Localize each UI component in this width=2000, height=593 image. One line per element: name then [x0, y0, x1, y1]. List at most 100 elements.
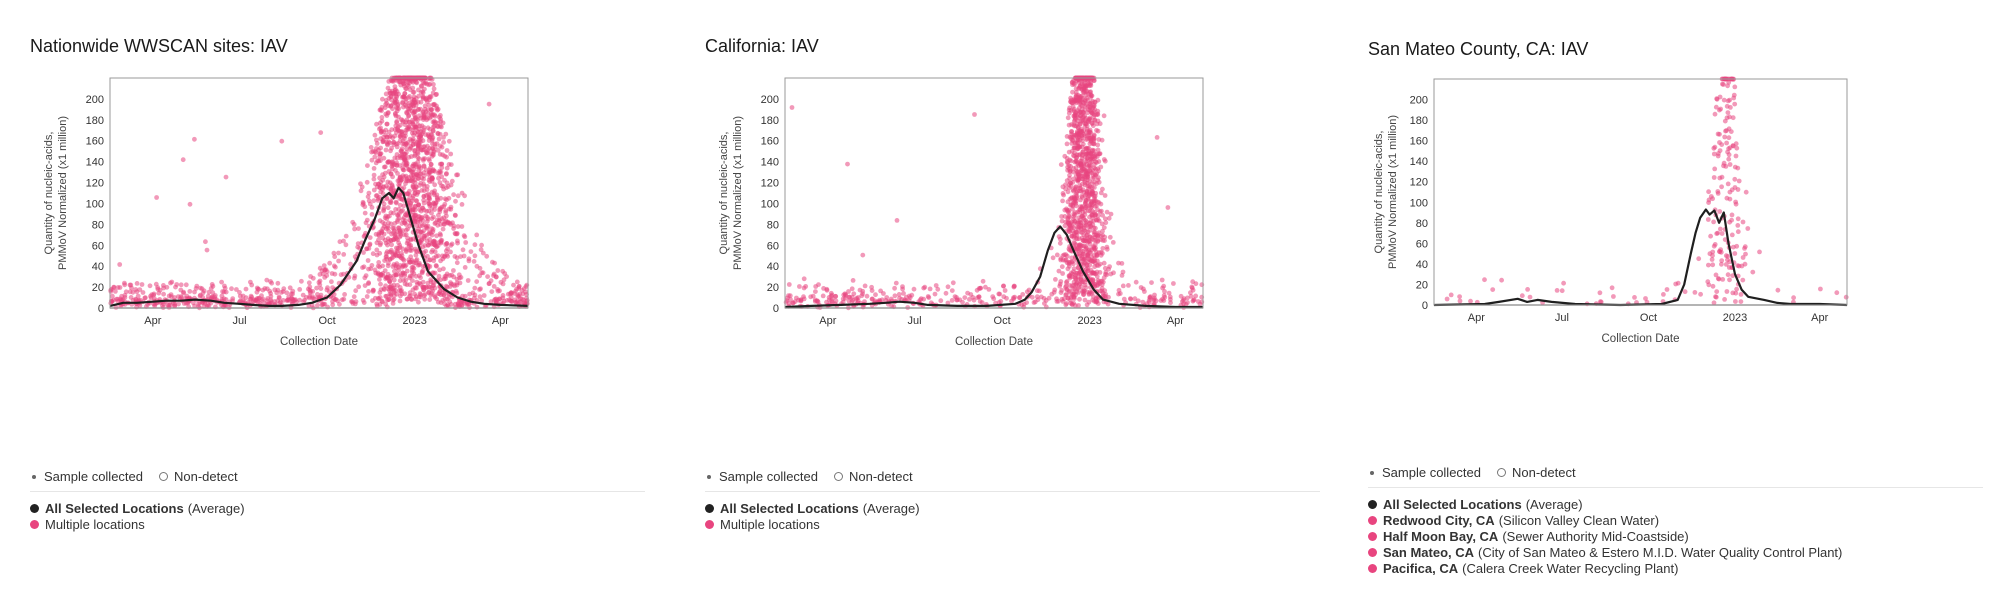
- sample-point: [389, 242, 394, 248]
- sample-point: [410, 99, 416, 105]
- sample-point: [1090, 120, 1095, 126]
- sample-point: [416, 142, 422, 148]
- y-tick-label: 200: [86, 94, 104, 106]
- location-legend-item[interactable]: San Mateo, CA (City of San Mateo & Estero…: [1368, 545, 1842, 560]
- y-tick-label: 120: [1410, 177, 1428, 189]
- sample-point: [486, 101, 492, 107]
- location-legend-item[interactable]: Multiple locations: [705, 517, 820, 532]
- location-legend-item[interactable]: Redwood City, CA (Silicon Valley Clean Wa…: [1368, 513, 1659, 528]
- sample-point: [255, 286, 261, 292]
- y-tick-label: 80: [1416, 218, 1428, 230]
- sample-point: [197, 300, 203, 305]
- average-line: [109, 186, 529, 307]
- sample-point: [329, 279, 334, 285]
- sample-point: [185, 300, 191, 306]
- sample-point: [229, 286, 234, 292]
- sample-point: [1078, 248, 1084, 254]
- sample-point: [381, 287, 387, 292]
- y-tick-label: 140: [86, 157, 104, 169]
- sample-point: [1064, 141, 1070, 147]
- sample-point: [223, 174, 229, 180]
- sample-point: [1097, 121, 1103, 127]
- sample-point: [278, 299, 283, 305]
- sample-point: [428, 230, 434, 236]
- sample-point: [384, 195, 390, 201]
- sample-point: [135, 293, 141, 299]
- sample-point: [424, 99, 430, 105]
- sample-point: [397, 122, 403, 128]
- sample-point: [425, 214, 430, 220]
- sample-point: [377, 277, 382, 282]
- sample-point: [388, 171, 394, 177]
- location-legend-item[interactable]: Multiple locations: [30, 517, 145, 532]
- sample-point: [1711, 175, 1717, 180]
- sample-point: [410, 176, 415, 182]
- sample-point: [1090, 176, 1095, 182]
- sample-point: [1084, 95, 1090, 101]
- sample-point: [514, 286, 519, 292]
- sample-point: [1095, 232, 1101, 238]
- legend-color-dot-icon: [30, 520, 39, 529]
- sample-point: [1065, 295, 1071, 301]
- sample-point: [1072, 112, 1078, 118]
- sample-point: [1457, 298, 1463, 304]
- sample-point: [393, 168, 398, 173]
- sample-point: [978, 285, 984, 291]
- sample-point: [378, 281, 383, 287]
- sample-point: [1190, 279, 1196, 285]
- sample-point: [1100, 250, 1105, 256]
- non-detect-ring-icon: [1497, 468, 1506, 477]
- sample-point: [460, 293, 465, 299]
- sample-point: [444, 165, 450, 171]
- sample-point: [1673, 281, 1679, 287]
- sample-point: [430, 128, 436, 133]
- sample-point: [1063, 283, 1069, 289]
- sample-point: [488, 299, 494, 305]
- sample-point: [424, 225, 429, 231]
- location-legend-item[interactable]: Half Moon Bay, CA (Sewer Authority Mid-Co…: [1368, 529, 1689, 544]
- sample-point: [488, 278, 494, 284]
- chart-panel-nationwide: Nationwide WWSCAN sites: IAV 0 20 40 60 80 10…: [30, 0, 660, 593]
- location-legend-item[interactable]: All Selected Locations (Average): [1368, 497, 1583, 512]
- sample-point: [431, 124, 436, 130]
- sample-point: [381, 208, 386, 214]
- sample-point: [422, 103, 428, 109]
- sample-point: [1062, 207, 1068, 213]
- sample-point: [846, 294, 852, 300]
- sample-point: [1727, 259, 1732, 265]
- location-legend-item[interactable]: All Selected Locations (Average): [30, 501, 245, 516]
- sample-point: [1065, 160, 1070, 166]
- sample-point: [1448, 292, 1454, 298]
- sample-point: [1561, 280, 1566, 286]
- sample-point: [1525, 287, 1530, 292]
- sample-point: [385, 205, 391, 211]
- location-legend-item[interactable]: All Selected Locations (Average): [705, 501, 920, 516]
- sample-point: [444, 148, 450, 153]
- sample-point: [1062, 153, 1068, 159]
- sample-point: [1081, 110, 1087, 115]
- sample-point: [1020, 292, 1026, 297]
- sample-point: [1060, 184, 1066, 190]
- sample-point: [274, 290, 280, 296]
- sample-point: [1168, 297, 1173, 302]
- sample-point: [390, 135, 396, 141]
- sample-point: [417, 123, 423, 129]
- sample-point: [1834, 290, 1840, 296]
- sample-point: [846, 289, 851, 294]
- sample-point: [110, 293, 115, 299]
- sample-point: [512, 291, 517, 296]
- chart-title: Nationwide WWSCAN sites: IAV: [30, 36, 288, 56]
- sample-point: [446, 138, 452, 144]
- sample-point: [401, 203, 407, 209]
- sample-point: [1716, 276, 1722, 282]
- sample-point: [972, 112, 977, 117]
- sample-point: [1078, 229, 1084, 235]
- sample-point: [1734, 145, 1740, 151]
- sample-point: [1074, 195, 1080, 201]
- location-legend-item[interactable]: Pacifica, CA (Calera Creek Water Recyclin…: [1368, 561, 1678, 576]
- sample-point: [378, 136, 384, 142]
- x-axis-label: Collection Date: [1602, 333, 1680, 345]
- sample-point: [1070, 169, 1076, 175]
- sample-point: [432, 141, 438, 147]
- sample-point: [418, 106, 423, 112]
